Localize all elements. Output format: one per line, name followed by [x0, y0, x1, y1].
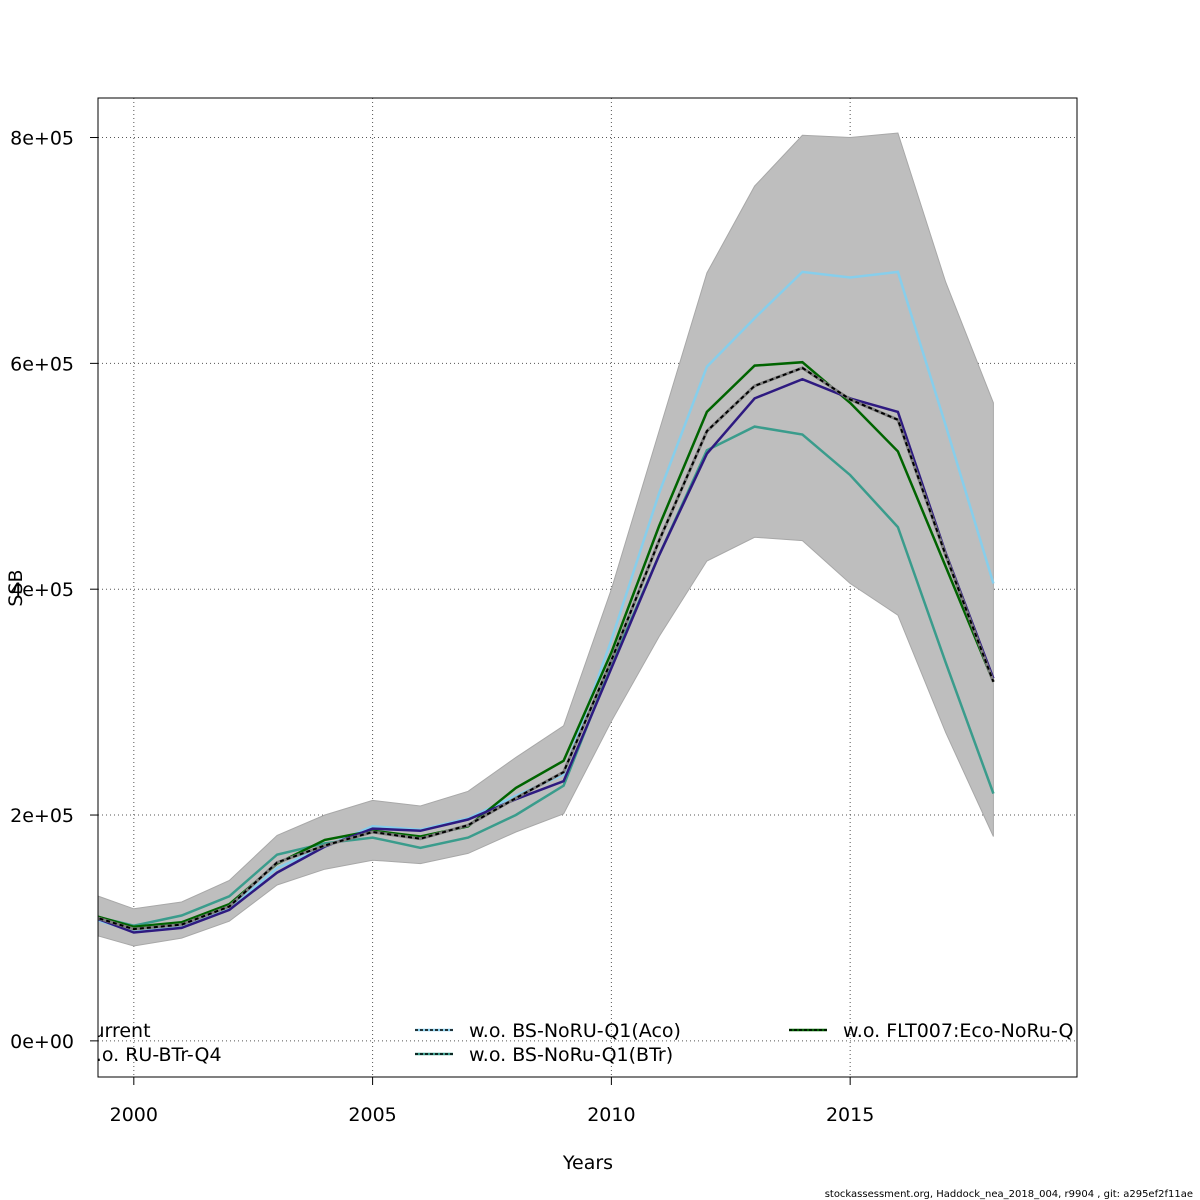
y-tick-label: 0e+00: [10, 1031, 74, 1053]
y-tick-label: 2e+05: [10, 805, 74, 827]
y-axis-title: SSB: [5, 569, 27, 606]
y-tick-label: 6e+05: [10, 353, 74, 375]
legend-label-w-o-bs-noru-q1-aco: w.o. BS-NoRU-Q1(Aco): [469, 1020, 681, 1042]
plot-frame: [97, 97, 1078, 1078]
x-axis: 2000 2005 2010 2015: [110, 1077, 874, 1126]
y-axis: 0e+00 2e+05 4e+05 6e+05 8e+05: [10, 128, 98, 1053]
x-tick-label: 2005: [348, 1104, 396, 1126]
legend-label-current: current: [82, 1020, 151, 1042]
x-tick-label: 2000: [110, 1104, 158, 1126]
footer-note: stockassessment.org, Haddock_nea_2018_00…: [825, 1189, 1193, 1200]
x-tick-label: 2015: [826, 1104, 874, 1126]
y-tick-label: 8e+05: [10, 128, 74, 150]
series-line-w-o-bs-noru-q1-btr: [98, 425, 995, 927]
legend-label-w-o-bs-noru-q1-btr: w.o. BS-NoRu-Q1(BTr): [469, 1044, 673, 1066]
x-axis-title: Years: [562, 1152, 613, 1174]
legend-label-w-o-flt007-eco-noru-q: w.o. FLT007:Eco-NoRu-Q: [843, 1020, 1073, 1042]
confidence-band-layer: [98, 132, 994, 947]
y-tick-label: 4e+05: [10, 579, 74, 601]
confidence-band: [98, 132, 994, 947]
legend: current w.o. BS-NoRU-Q1(Aco) w.o. FLT007:E…: [82, 1020, 1073, 1066]
legend-label-w-o-ru-btr-q4: w.o. RU-BTr-Q4: [82, 1044, 222, 1066]
series-line-current-base: [98, 366, 995, 931]
series-lines-layer: [98, 270, 995, 934]
x-tick-label: 2010: [587, 1104, 635, 1126]
